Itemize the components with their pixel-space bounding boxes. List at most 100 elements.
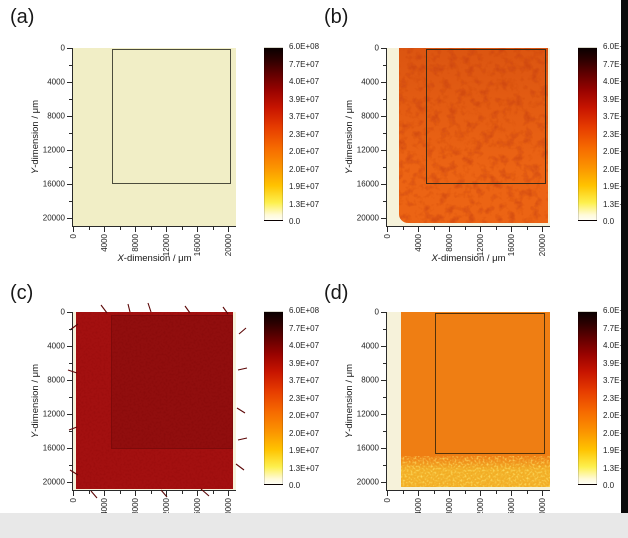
colorbar-a [264,47,283,221]
y-major-tick [381,481,386,483]
colorbar-tick-label: 2.0E+07 [289,428,320,438]
colorbar-tick-label: 4.0E+07 [603,77,628,86]
x-major-tick [104,491,106,496]
y-tick-label: 8000 [47,375,65,385]
plot-area-a: 0 4000 8000 12000 16000 20000 0 4000 8000 12000 16… [30,44,236,264]
y-tick-label: 20000 [42,477,65,487]
x-major-tick [387,491,388,496]
colorbar-labels-b: 6.0E+08 7.7E+07 4.0E+07 3.9E+07 3.7E+07 2.3E+… [603,43,628,226]
colorbar-c [264,311,283,485]
y-tick-label: 0 [60,307,65,317]
y-minor-tick [69,430,72,432]
x-minor-tick [212,227,214,230]
heatmap-a [73,48,236,226]
y-minor-tick [69,166,72,168]
y-major-tick [381,312,386,313]
x-tick-label: 4000 [98,234,110,252]
x-major-tick [73,491,74,496]
y-axis-title-text: Y-dimension / μm [30,364,41,438]
x-minor-tick [433,491,435,494]
x-major-tick [542,491,544,496]
colorbar-tick-label: 1.3E+07 [603,199,628,209]
y-tick-label: 0 [60,43,65,53]
colorbar-tick-label: 0.0 [603,217,615,226]
colorbar-tick-label: 0.0 [603,481,615,490]
colorbar-tick-label: 0.0 [289,481,301,490]
colorbar-tick-label: 4.0E+07 [289,341,320,350]
mottle-speckle-b [398,48,549,223]
x-minor-tick [181,227,183,230]
x-minor-tick [150,491,152,494]
x-tick-label: 0 [67,234,79,238]
y-major-tick [381,81,386,83]
colorbar-tick-label: 1.3E+07 [289,199,320,209]
y-tick-label: 8000 [47,111,65,121]
x-tick-label-text: 4000 [413,234,423,252]
y-axis-rest: -dimension / μm [30,99,41,168]
colorbar-tick-label: 2.0E+07 [603,164,628,174]
colorbar-tick-label: 7.7E+07 [289,323,320,333]
x-major-tick [449,227,451,232]
panel-label-b: (b) [324,6,349,28]
y-axis-title-d: Y-dimension / μm [344,312,355,490]
colorbar-tick-label: 7.7E+07 [289,59,320,69]
colorbar-tick-label: 7.7E+07 [603,59,628,69]
y-major-tick [381,115,386,117]
y-tick-label: 16000 [356,179,379,189]
colorbar-tick-label: 2.3E+07 [603,393,628,403]
x-major-tick [542,227,544,232]
y-major-tick [381,183,386,185]
colorbar-labels-a: 6.0E+08 7.7E+07 4.0E+07 3.9E+07 3.7E+07 2.3E+… [289,43,319,226]
x-major-tick [449,491,451,496]
plot-area-c: 0 4000 8000 12000 16000 20000 0 4000 8000 12000 16… [30,302,248,528]
y-major-tick [381,413,386,415]
x-tick-label: 0 [381,498,393,502]
y-minor-tick [383,132,386,134]
photo-border-bottom [0,513,628,538]
plot-area-d: 0 4000 8000 12000 16000 20000 0 4000 8000 12000 16… [344,308,550,528]
x-tick-label-text: 0 [382,498,392,503]
x-tick-label-text: 8000 [130,234,140,252]
x-major-tick [418,491,420,496]
y-minor-tick [69,64,72,66]
x-minor-tick [88,491,90,494]
y-major-tick [67,413,72,415]
x-minor-tick [402,227,404,230]
y-axis-rest: -dimension / μm [344,363,355,432]
colorbar-tick-label: 3.7E+07 [289,112,320,121]
y-major-tick [67,81,72,83]
x-minor-tick [526,491,528,494]
colorbar-tick-label: 2.3E+07 [289,129,320,139]
x-major-tick [228,491,230,496]
panel-c: (c) 0 4000 8000 12000 16000 20000 0 4000 8000 1200… [0,264,319,528]
x-major-tick [197,227,199,232]
y-minor-tick [383,464,386,466]
x-axis-letter: X [431,253,438,264]
x-axis-title-a: X-dimension / μm [73,253,236,264]
x-minor-tick [88,227,90,230]
colorbar-tick-label: 1.3E+07 [603,463,628,473]
x-major-tick [511,491,513,496]
x-major-tick [480,491,482,496]
y-tick-label: 4000 [361,341,379,351]
x-minor-tick [526,227,528,230]
panel-b: (b) 0 4000 8000 12000 16000 20000 0 4000 8000 1200… [314,0,628,264]
y-minor-tick [69,396,72,398]
colorbar-tick-label: 3.7E+07 [603,376,628,385]
colorbar-b [578,47,597,221]
y-major-tick [381,149,386,151]
y-major-tick [381,217,386,219]
y-tick-label: 4000 [361,77,379,87]
y-tick-label: 4000 [47,341,65,351]
y-tick-label: 8000 [361,375,379,385]
x-tick-label: 4000 [412,234,424,252]
y-axis-title-text: Y-dimension / μm [344,100,355,174]
x-major-tick [73,227,74,232]
colorbar-tick-label: 3.9E+07 [289,94,320,104]
x-tick-label: 8000 [443,234,455,252]
y-tick-label: 12000 [42,145,65,155]
panel-label-c: (c) [10,282,34,304]
y-tick-label: 16000 [42,179,65,189]
x-axis-letter: X [117,253,124,264]
